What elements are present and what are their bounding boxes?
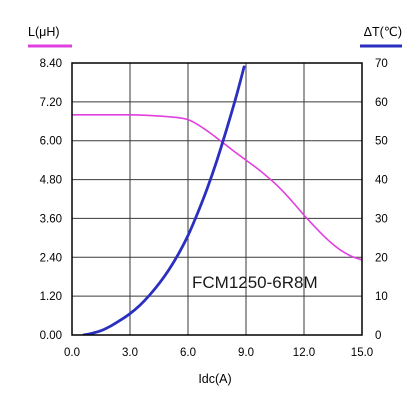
- x-tick-label: 9.0: [238, 347, 254, 359]
- x-tick-label: 15.0: [351, 347, 373, 359]
- y-right-tick-label: 60: [375, 97, 388, 109]
- y-left-tick-label: 8.40: [40, 58, 62, 70]
- axis-titles: L(μH) ΔT(℃) Idc(A): [28, 25, 402, 386]
- grid: [72, 63, 362, 335]
- y-right-tick-label: 10: [375, 291, 388, 303]
- plot-frame: [71, 62, 363, 336]
- y-axis-right-title: ΔT(℃): [364, 25, 402, 39]
- x-tick-label: 12.0: [293, 347, 315, 359]
- y-right-tick-label: 0: [375, 330, 381, 342]
- y-right-tick-label: 50: [375, 136, 388, 148]
- y-left-tick-label: 0.00: [40, 330, 62, 342]
- series-layer: [72, 65, 362, 335]
- x-axis-title: Idc(A): [198, 372, 231, 386]
- tick-labels: 0.0 3.0 6.0 9.0 12.0 15.0 0.00 1.20 2.40 3.60 4.80…: [40, 58, 388, 359]
- y-axis-left-title: L(μH): [28, 25, 60, 39]
- y-left-tick-label: 1.20: [40, 291, 62, 303]
- part-number-annotation: FCM1250-6R8M: [192, 273, 318, 292]
- y-left-tick-label: 7.20: [40, 97, 62, 109]
- x-tick-label: 6.0: [180, 347, 196, 359]
- y-left-tick-label: 4.80: [40, 175, 62, 187]
- y-right-tick-label: 20: [375, 252, 388, 264]
- y-right-tick-label: 40: [375, 175, 388, 187]
- y-right-tick-label: 70: [375, 58, 388, 70]
- y-left-tick-label: 2.40: [40, 252, 62, 264]
- series-temperature-curve: [82, 65, 246, 335]
- x-tick-label: 3.0: [122, 347, 138, 359]
- series-inductance-curve: [72, 113, 362, 261]
- y-left-tick-label: 3.60: [40, 213, 62, 225]
- y-right-tick-label: 30: [375, 213, 388, 225]
- x-tick-label: 0.0: [64, 347, 80, 359]
- y-left-tick-label: 6.00: [40, 136, 62, 148]
